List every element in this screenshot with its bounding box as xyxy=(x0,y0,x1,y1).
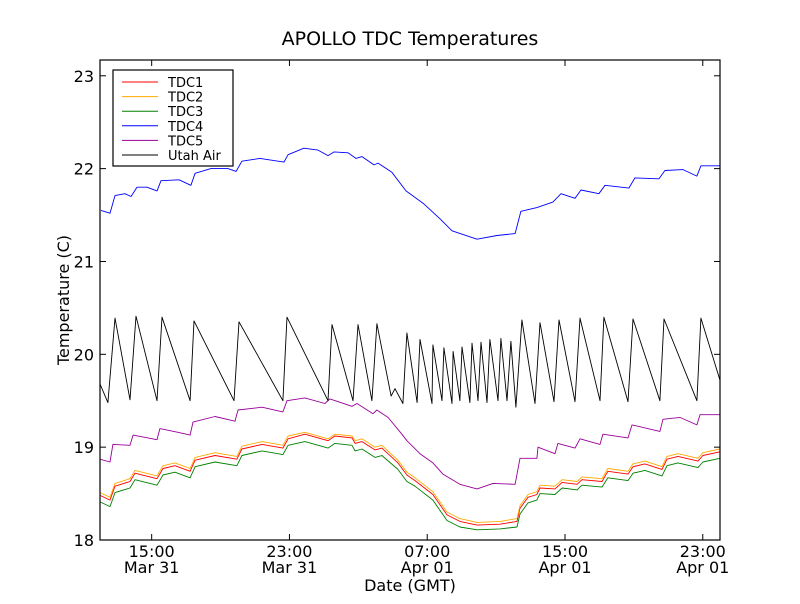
x-tick-label-date: Apr 01 xyxy=(538,558,591,577)
x-tick-label-date: Mar 31 xyxy=(124,558,180,577)
legend-entry-tdc4: TDC4 xyxy=(122,120,203,135)
legend-label: TDC5 xyxy=(167,134,203,149)
x-axis-label: Date (GMT) xyxy=(364,576,456,595)
y-tick-label: 23 xyxy=(74,67,94,86)
legend-entry-tdc3: TDC3 xyxy=(122,105,203,120)
legend-label: TDC4 xyxy=(167,120,203,135)
axes-frame xyxy=(99,59,721,541)
x-tick-label-date: Mar 31 xyxy=(262,558,318,577)
x-tick-label-date: Apr 01 xyxy=(401,558,454,577)
legend-entry-tdc1: TDC1 xyxy=(122,76,203,91)
x-tick-label-time: 15:00 xyxy=(129,542,175,561)
y-tick-label: 18 xyxy=(74,531,94,550)
x-tick-label-time: 15:00 xyxy=(542,542,588,561)
legend-label: Utah Air xyxy=(168,149,221,164)
y-tick-label: 21 xyxy=(74,252,94,271)
plot-lines xyxy=(99,147,721,531)
legend-label: TDC3 xyxy=(167,105,203,120)
x-tick-label-date: Apr 01 xyxy=(676,558,729,577)
x-tick-label-time: 23:00 xyxy=(266,542,312,561)
legend-label: TDC1 xyxy=(167,76,203,91)
y-axis-label: Temperature (C) xyxy=(54,235,73,366)
series-line-tdc5 xyxy=(99,397,720,490)
x-tick-label-time: 07:00 xyxy=(404,542,450,561)
series-line-utah-air xyxy=(99,315,721,408)
legend-label: TDC2 xyxy=(167,91,203,106)
x-tick-label-time: 23:00 xyxy=(680,542,726,561)
series-line-tdc2 xyxy=(99,431,721,523)
legend-entry-utah-air: Utah Air xyxy=(122,149,221,164)
series-line-tdc1 xyxy=(99,433,721,526)
y-tick-label: 19 xyxy=(74,438,94,457)
legend-entry-tdc5: TDC5 xyxy=(122,134,203,149)
legend-entry-tdc2: TDC2 xyxy=(122,91,203,106)
legend-box xyxy=(112,69,234,167)
y-tick-label: 22 xyxy=(74,160,94,179)
series-line-tdc4 xyxy=(100,147,720,240)
series-line-tdc3 xyxy=(99,441,721,531)
y-tick-label: 20 xyxy=(74,345,94,364)
chart-title: APOLLO TDC Temperatures xyxy=(282,28,539,50)
